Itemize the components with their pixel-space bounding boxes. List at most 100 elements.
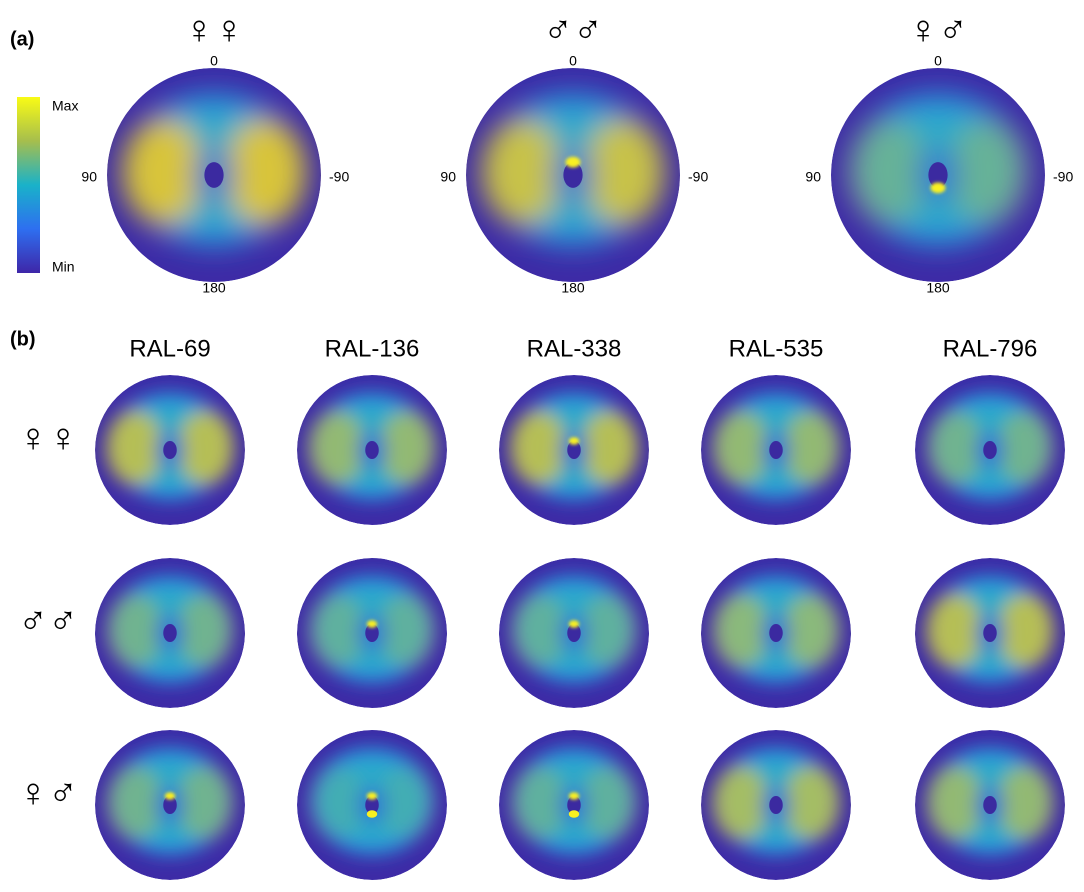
hot-spot xyxy=(366,810,378,818)
heat-lobe xyxy=(997,765,1055,841)
angle-label: 180 xyxy=(202,280,226,296)
hole xyxy=(769,441,783,459)
heat-lobe xyxy=(509,593,567,669)
heatmap xyxy=(466,68,680,282)
heat-lobe xyxy=(925,593,983,669)
angle-label: 0 xyxy=(210,53,218,69)
heat-lobe xyxy=(997,593,1055,669)
angle-label: 0 xyxy=(934,53,942,69)
heat-lobe xyxy=(224,118,307,226)
column-header: RAL-535 xyxy=(729,335,824,362)
hole xyxy=(983,796,997,814)
hole xyxy=(769,796,783,814)
column-header: RAL-69 xyxy=(129,335,210,362)
hot-spot xyxy=(568,620,580,628)
heatmap xyxy=(915,375,1065,525)
row-label: ♀♂ xyxy=(18,770,78,816)
hole xyxy=(928,162,948,188)
hole xyxy=(563,162,583,188)
hot-spot xyxy=(164,792,176,800)
heatmap xyxy=(297,558,447,708)
hole xyxy=(983,624,997,642)
heatmap xyxy=(297,375,447,525)
heat-blur xyxy=(509,392,639,501)
hot-spot xyxy=(568,437,580,445)
hole xyxy=(567,796,581,814)
heat-lobe xyxy=(177,765,235,841)
hole xyxy=(365,624,379,642)
angle-label: -90 xyxy=(1053,169,1073,185)
heatmap xyxy=(915,730,1065,880)
heat-lobe xyxy=(105,593,163,669)
heat-lobe xyxy=(177,410,235,486)
heatmap xyxy=(499,730,649,880)
heat-lobe xyxy=(583,118,666,226)
row-label: ♀♀ xyxy=(18,415,78,461)
heat-lobe xyxy=(379,410,437,486)
hole xyxy=(769,624,783,642)
heat-lobe xyxy=(177,593,235,669)
hole xyxy=(567,624,581,642)
heat-lobe xyxy=(711,765,769,841)
heat-lobe xyxy=(480,118,563,226)
heatmap xyxy=(701,375,851,525)
heat-lobe xyxy=(121,118,204,226)
colorbar-max: Max xyxy=(52,98,78,114)
angle-label: 0 xyxy=(569,53,577,69)
hole xyxy=(365,796,379,814)
heat-lobe xyxy=(925,410,983,486)
heat-blur xyxy=(925,747,1055,856)
hole xyxy=(365,441,379,459)
panel-label: (a) xyxy=(10,28,34,50)
heat-lobe xyxy=(783,593,841,669)
column-header: RAL-796 xyxy=(943,335,1038,362)
angle-label: 90 xyxy=(805,169,821,185)
row-label: ♂♂ xyxy=(18,598,78,644)
hot-spot xyxy=(568,810,580,818)
heatmap xyxy=(297,730,447,880)
heat-lobe xyxy=(509,410,567,486)
angle-label: 180 xyxy=(561,280,585,296)
hole xyxy=(163,441,177,459)
heatmap xyxy=(831,68,1045,282)
heat-lobe xyxy=(307,593,365,669)
heat-lobe xyxy=(105,765,163,841)
heatmap xyxy=(95,375,245,525)
column-header: RAL-338 xyxy=(527,335,622,362)
colorbar xyxy=(17,97,40,273)
plot-title: ♀♂ xyxy=(908,7,968,53)
hole xyxy=(567,441,581,459)
heat-lobe xyxy=(948,118,1031,226)
heat-blur xyxy=(307,747,437,856)
heatmap xyxy=(95,558,245,708)
hole xyxy=(983,441,997,459)
heat-lobe xyxy=(925,765,983,841)
heat-lobe xyxy=(783,765,841,841)
heat-lobe xyxy=(581,765,639,841)
hole xyxy=(204,162,224,188)
heatmap xyxy=(95,730,245,880)
hot-spot xyxy=(930,182,946,194)
heat-lobe xyxy=(845,118,928,226)
heat-lobe xyxy=(997,410,1055,486)
hot-spot xyxy=(568,792,580,800)
heat-lobe xyxy=(509,765,567,841)
plot-title: ♀♀ xyxy=(184,7,244,53)
heatmap xyxy=(499,558,649,708)
heat-lobe xyxy=(783,410,841,486)
heat-lobe xyxy=(105,410,163,486)
hole xyxy=(163,624,177,642)
angle-label: 180 xyxy=(926,280,950,296)
heatmap xyxy=(701,558,851,708)
heatmap xyxy=(499,375,649,525)
heat-lobe xyxy=(307,410,365,486)
heatmap xyxy=(107,68,321,282)
panel-label: (b) xyxy=(10,328,36,350)
hot-spot xyxy=(565,156,581,168)
column-header: RAL-136 xyxy=(325,335,420,362)
heat-lobe xyxy=(581,593,639,669)
heat-lobe xyxy=(711,593,769,669)
heatmap xyxy=(701,730,851,880)
angle-label: -90 xyxy=(688,169,708,185)
